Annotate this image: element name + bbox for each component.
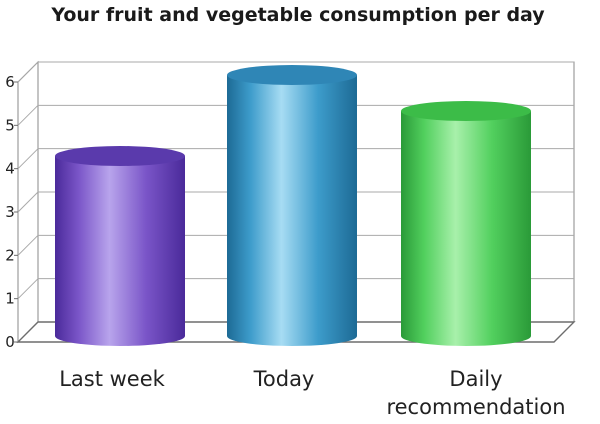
x-tick-label: Daily <box>449 367 502 391</box>
gridline-side <box>17 148 39 170</box>
bar-top <box>227 65 357 85</box>
x-tick-label: recommendation <box>386 395 565 419</box>
y-axis-ticks: 0 1 2 3 4 5 6 <box>5 73 18 351</box>
y-tick-label: 5 <box>5 116 15 134</box>
bar-body <box>55 156 185 346</box>
y-tick-label: 2 <box>5 246 15 264</box>
bar-daily-recommendation <box>401 101 531 346</box>
chart-title: Your fruit and vegetable consumption per… <box>50 4 545 26</box>
bar-body <box>401 111 531 346</box>
bar-last-week <box>55 146 185 346</box>
y-tick-label: 3 <box>5 203 15 221</box>
y-tick-label: 0 <box>5 333 15 351</box>
y-tick-label: 6 <box>5 73 15 91</box>
gridline-side <box>17 278 39 300</box>
bar-top <box>401 101 531 121</box>
gridline-side <box>17 61 39 83</box>
gridline-side <box>17 104 39 126</box>
y-tick-label: 4 <box>5 160 15 178</box>
gridline-side <box>17 191 39 213</box>
bar-today <box>227 65 357 346</box>
x-tick-label: Last week <box>59 367 165 391</box>
x-axis-labels: Last week Today Daily recommendation <box>59 367 565 419</box>
bars <box>55 65 531 346</box>
x-tick-label: Today <box>253 367 315 391</box>
y-tick-label: 1 <box>5 290 15 308</box>
gridline-side <box>17 234 39 256</box>
bar-body <box>227 75 357 346</box>
bar-top <box>55 146 185 166</box>
